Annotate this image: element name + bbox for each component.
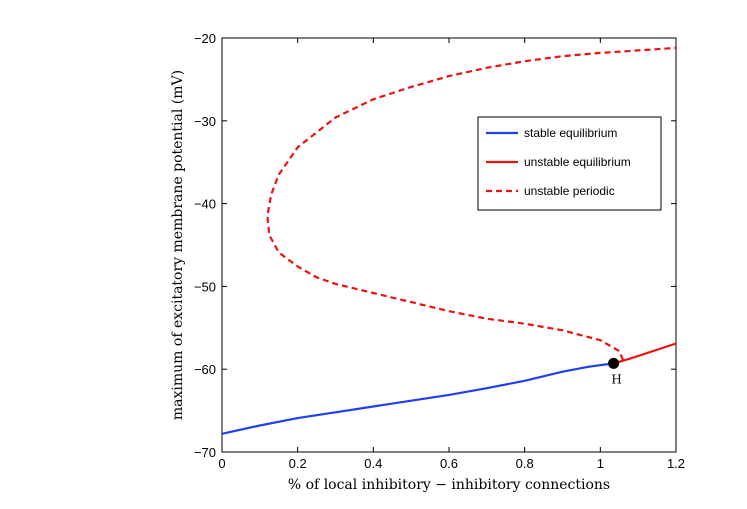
x-tick-label: 0.8 bbox=[516, 456, 534, 471]
legend-label: stable equilibrium bbox=[524, 126, 617, 140]
x-tick-label: 0 bbox=[218, 456, 225, 471]
plot-frame bbox=[221, 37, 677, 453]
x-axis-label: % of local inhibitory − inhibitory conne… bbox=[288, 477, 610, 493]
legend-label: unstable equilibrium bbox=[524, 155, 631, 169]
hopf-point-label: H bbox=[611, 372, 621, 386]
x-tick-label: 1.2 bbox=[667, 456, 685, 471]
y-tick-label: −50 bbox=[194, 279, 216, 294]
y-tick-label: −70 bbox=[194, 445, 216, 460]
hopf-point-marker bbox=[608, 357, 620, 369]
y-axis-label: maximum of excitatory membrane potential… bbox=[170, 70, 186, 420]
x-tick-label: 1 bbox=[597, 456, 604, 471]
series-line-stable-equilibrium bbox=[221, 362, 614, 435]
y-tick-label: −40 bbox=[194, 197, 216, 212]
y-tick-label: −30 bbox=[194, 114, 216, 129]
legend: stable equilibrium unstable equilibrium un… bbox=[477, 116, 662, 211]
legend-label: unstable periodic bbox=[524, 184, 615, 198]
series-line-unstable-equilibrium bbox=[613, 342, 677, 365]
x-tick-label: 0.2 bbox=[289, 456, 307, 471]
y-tick-label: −60 bbox=[194, 362, 216, 377]
x-tick-label: 0.6 bbox=[440, 456, 458, 471]
plot-area bbox=[221, 37, 677, 453]
series-line-unstable-periodic bbox=[266, 46, 677, 365]
y-tick-label: −20 bbox=[194, 31, 216, 46]
curve-layer: H bbox=[221, 46, 677, 435]
x-tick-label: 0.4 bbox=[364, 456, 382, 471]
axes-layer: 0 0.2 0.4 0.6 0.8 1 1.2 −70 −60 −50 −40 −30 −20 bbox=[194, 31, 685, 471]
